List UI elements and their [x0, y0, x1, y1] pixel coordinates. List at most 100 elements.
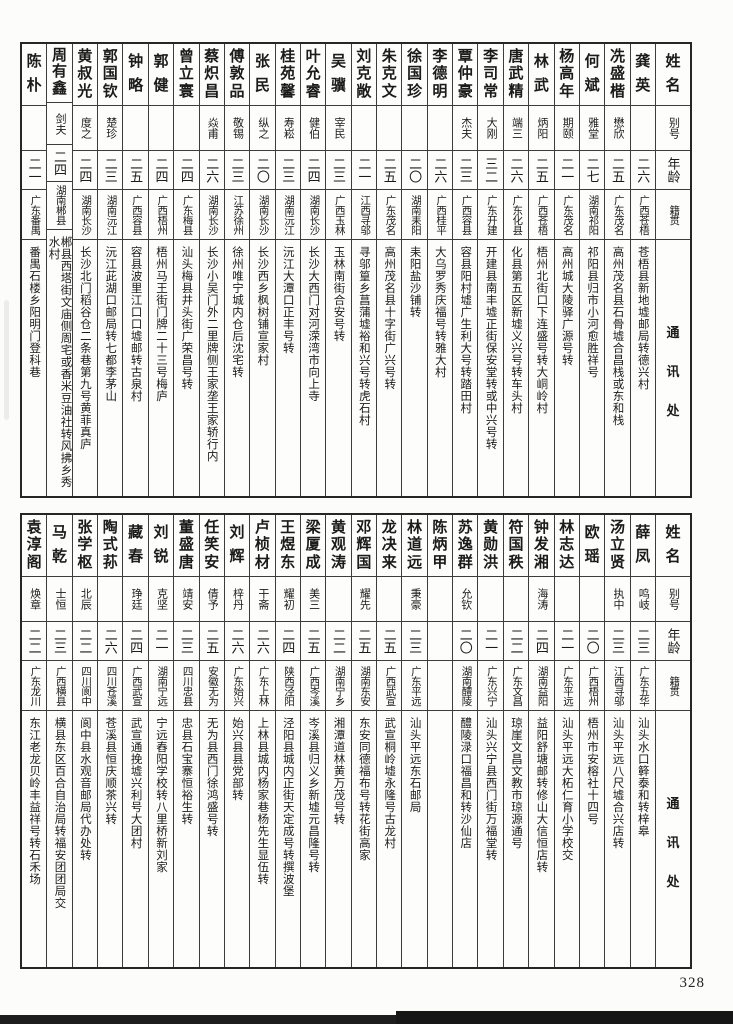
name-cell: 张学枢: [72, 515, 98, 577]
age-cell: 二一: [22, 151, 47, 190]
name-cell: 杨高年: [554, 44, 579, 106]
address-cell: [428, 711, 452, 967]
alias-cell: 懋欣: [605, 106, 630, 151]
origin-cell: 广西容县: [453, 190, 478, 240]
address-cell: 武宣通挽墟兴利号大团村: [129, 717, 142, 849]
person-column: 任笑安倩予 二五 安徽无为 无为县西门徐鸿盛号转: [198, 515, 224, 967]
person-column: 欧瑶二〇 广西梧州 梧州市安榕社十四号: [578, 515, 605, 967]
name-cell: 任笑安: [199, 515, 224, 577]
person-column: 朱克文二五 广东茂名 高州茂名县十字街广兴号转: [376, 44, 402, 496]
alias-cell: 杰夫: [453, 106, 478, 151]
alias-cell: 剑夫: [47, 103, 72, 146]
person-column: 叶允睿健伯 二四 湖南长沙 长沙大西门对河溁湾市向上寺: [299, 44, 326, 496]
alias-cell: 倩予: [199, 577, 224, 622]
origin-cell: 广西横县: [47, 661, 72, 711]
address-cell: 宁远舂阳学校转八里桥新刘家: [154, 717, 167, 873]
age-cell: 二六: [427, 151, 453, 190]
person-column: 徐国珍二〇 湖南耒阳 耒阳盐沙铺转: [401, 44, 427, 496]
alias-cell: [377, 106, 402, 151]
person-column: 林武炳阳 二五 广西苍梧 梧州北街口下连盛号转大峒岭村: [528, 44, 554, 496]
age-cell: 二三: [47, 622, 72, 661]
age-cell: 二七: [579, 151, 605, 190]
alias-cell: 雅堂: [579, 106, 605, 151]
name-cell: 董盛唐: [174, 515, 199, 577]
person-column: 李司常大刚 三二 广东开建 开建县南丰墟正街保安堂转或中兴号转: [477, 44, 503, 496]
age-cell: 二二: [22, 622, 47, 661]
alias-cell: 鸣岐: [630, 577, 655, 622]
origin-cell: 湖南祁阳: [579, 190, 605, 240]
alias-cell: 耀先: [351, 577, 377, 622]
alias-cell: 琤廷: [123, 577, 148, 622]
header-address-label: 通讯处: [666, 795, 680, 889]
origin-cell: 广东五华: [630, 661, 655, 711]
age-cell: [427, 622, 453, 661]
address-cell: 湘潭道林黄万茂号转: [332, 717, 345, 825]
person-column: 钟略二五 广西容县 容县波里江口口墟邮转古泉村: [122, 44, 148, 496]
person-column: 钟发湘海涛 二四 湖南益阳 益阳舒塘邮转修山大信恒店转: [528, 515, 554, 967]
origin-cell: 四川忠县: [174, 661, 199, 711]
alias-cell: [377, 577, 402, 622]
alias-cell: 克坚: [148, 577, 174, 622]
age-cell: 二一: [351, 151, 377, 190]
origin-cell: 湖南长沙: [199, 190, 224, 240]
age-cell: 二六: [98, 622, 123, 661]
person-column: 桂苑馨寿崧 二三 湖南沅江 沅江大潭口正丰号转: [274, 44, 300, 496]
alias-cell: 度之: [72, 106, 98, 151]
header-alias-label: 别号: [655, 106, 690, 151]
name-cell: 符国秩: [503, 515, 529, 577]
header-name-label: 姓名: [655, 515, 690, 577]
person-column: 唐武精端三 二六 广东化县 化县第五区新墟义兴号转车头村: [502, 44, 529, 496]
alias-cell: 靖安: [174, 577, 199, 622]
origin-cell: 广东龙川: [22, 661, 47, 711]
origin-cell: 广东梅县: [174, 190, 199, 240]
address-cell: 醴陵渌口福昌和转沙仙店: [459, 717, 472, 849]
age-cell: 二三: [402, 622, 427, 661]
name-cell: 周有鑫: [47, 44, 72, 103]
age-cell: 二〇: [402, 151, 427, 190]
origin-cell: 江西寻邬: [605, 661, 630, 711]
address-cell: 东安同德福布号转花街高家: [357, 717, 370, 861]
name-cell: 桂苑馨: [275, 44, 300, 106]
name-cell: 曾立寰: [174, 44, 199, 106]
address-cell: 高州城大陵驿广源号转: [560, 246, 573, 366]
person-column: 陈炳甲: [426, 515, 453, 967]
person-column: 傅敦品敬锡 二三 江苏徐州 徐州唯宁城内仓后沈宅转: [223, 44, 250, 496]
alias-cell: [174, 106, 199, 151]
origin-cell: 广西梧州: [148, 190, 174, 240]
address-cell: 徐州唯宁城内仓后沈宅转: [231, 246, 244, 378]
age-cell: 三二: [478, 151, 503, 190]
name-cell: 黄观涛: [326, 515, 351, 577]
alias-cell: 期颐: [554, 106, 579, 151]
address-cell: 汕头水口簳泰和转梓皋: [636, 717, 649, 837]
name-cell: 王煜东: [275, 515, 300, 577]
origin-cell: 广东始兴: [224, 661, 250, 711]
origin-cell: 广东平远: [402, 661, 427, 711]
age-cell: 二一: [554, 622, 579, 661]
address-cell: 大乌罗秀庆福号转雅大村: [433, 246, 446, 378]
address-cell: 苍梧县新地墟邮局转德兴村: [636, 246, 649, 390]
origin-cell: 广西玉林: [326, 190, 351, 240]
address-cell: 汕头梅县井头街广荣昌号转: [180, 246, 193, 390]
alias-cell: 敬锡: [224, 106, 250, 151]
name-cell: 朱克文: [377, 44, 402, 106]
origin-cell: 湖南宁远: [148, 661, 174, 711]
origin-cell: 湖南长沙: [72, 190, 98, 240]
age-cell: 二五: [351, 622, 377, 661]
alias-cell: 大刚: [478, 106, 503, 151]
age-cell: 二四: [148, 151, 174, 190]
name-cell: 卢桢材: [250, 515, 275, 577]
alias-cell: 美三: [300, 577, 326, 622]
origin-cell: 广西梧州: [579, 661, 605, 711]
origin-cell: 广西桂平: [427, 190, 453, 240]
age-cell: 二五: [123, 151, 148, 190]
age-cell: 二三: [630, 622, 655, 661]
name-cell: 林道远: [402, 515, 427, 577]
age-cell: 二二: [72, 622, 98, 661]
address-cell: 梧州市安榕社十四号: [586, 717, 599, 825]
name-cell: 龙决来: [377, 515, 402, 577]
origin-cell: 湖南东安: [351, 661, 377, 711]
alias-cell: 干斋: [250, 577, 275, 622]
name-cell: 林武: [529, 44, 554, 106]
name-cell: 李德明: [427, 44, 453, 106]
